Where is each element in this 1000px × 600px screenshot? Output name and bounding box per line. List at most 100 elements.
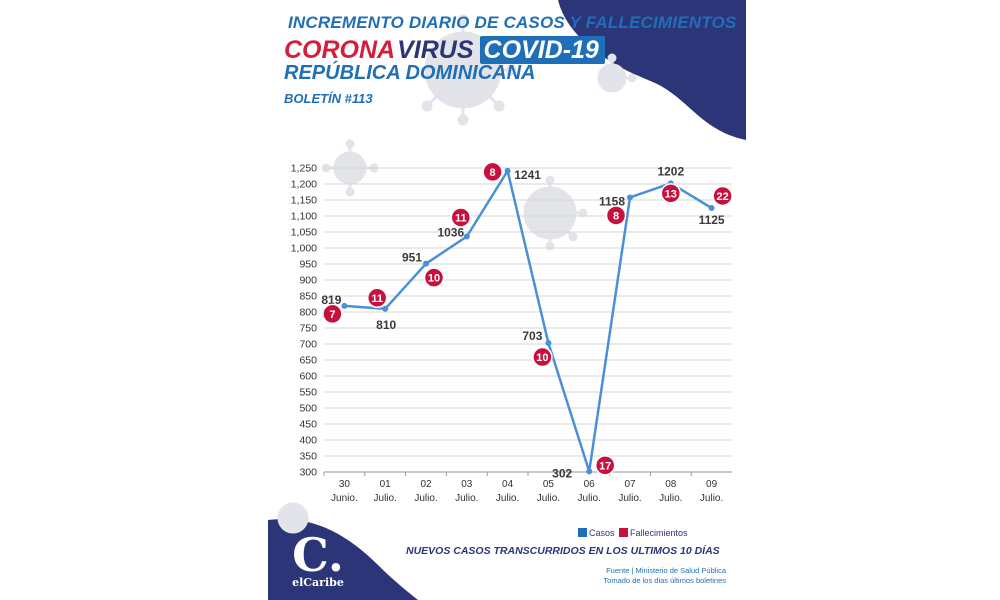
fallecimientos-data-label: 11 <box>371 293 383 305</box>
y-tick-label: 1,150 <box>291 195 317 207</box>
header-title: INCREMENTO DIARIO DE CASOS Y FALLECIMIEN… <box>288 13 737 32</box>
casos-point <box>504 167 511 174</box>
y-tick-label: 650 <box>299 355 317 367</box>
casos-data-label: 1036 <box>437 225 464 239</box>
fallecimientos-data-label: 7 <box>329 309 335 321</box>
x-tick-month: Julio. <box>700 493 723 504</box>
x-tick-month: Julio. <box>414 493 437 504</box>
x-tick-month: Julio. <box>578 493 601 504</box>
line-chart: 1,250 1,200 1,150 1,100 1,050 1,000 950 900 850 8… <box>291 161 733 504</box>
y-tick-label: 800 <box>299 307 317 319</box>
legend-swatch-casos <box>578 528 587 537</box>
source-text: Fuente | Ministerio de Salud Pública <box>606 566 726 575</box>
y-tick-label: 300 <box>299 467 317 479</box>
x-tick-day: 05 <box>543 479 555 490</box>
legend-label-fallecimientos: Fallecimientos <box>630 528 688 538</box>
fallecimientos-badge <box>423 267 445 288</box>
y-tick-label: 450 <box>299 419 317 431</box>
y-tick-label: 550 <box>299 387 317 399</box>
fallecimientos-badge <box>605 205 627 226</box>
chart-subtitle: NUEVOS CASOS TRANSCURRIDOS EN LOS ULTIMO… <box>406 545 720 557</box>
y-tick-label: 1,200 <box>291 179 317 191</box>
x-tick-day: 07 <box>624 479 636 490</box>
casos-point <box>545 340 552 347</box>
x-tick-day: 02 <box>420 479 432 490</box>
logo-name: elCaribe <box>292 576 344 589</box>
casos-data-label: 1158 <box>599 194 625 208</box>
fallecimientos-data-label: 11 <box>455 212 467 224</box>
x-tick-month: Junio. <box>331 493 358 504</box>
fallecimientos-data-label: 22 <box>716 191 728 203</box>
fallecimientos-badge <box>322 303 343 325</box>
casos-point <box>341 302 348 309</box>
fallecimientos-data-label: 8 <box>613 210 619 222</box>
x-tick-month: Julio. <box>496 493 519 504</box>
header-brand: CORONAVIRUS COVID-19 <box>284 36 605 65</box>
casos-point <box>382 305 389 312</box>
brand-covid-badge: COVID-19 <box>479 36 605 64</box>
fallecimientos-data-label: 17 <box>599 460 611 472</box>
x-tick-day: 01 <box>380 479 392 490</box>
x-tick-day: 09 <box>706 479 718 490</box>
fallecimientos-badge <box>450 207 472 228</box>
fallecimientos-badge <box>482 161 503 183</box>
y-tick-label: 1,250 <box>291 163 317 175</box>
fallecimientos-data-label: 10 <box>428 273 440 285</box>
fallecimientos-badge <box>532 346 553 368</box>
x-tick-month: Julio. <box>537 493 560 504</box>
casos-data-label: 703 <box>522 329 542 343</box>
fallecimientos-badge <box>660 183 682 204</box>
legend-item-casos: Casos <box>578 528 615 538</box>
logo-letter: C. <box>292 528 344 582</box>
x-tick-day: 30 <box>339 479 351 490</box>
bulletin-number: BOLETÍN #113 <box>284 91 373 106</box>
casos-point <box>708 205 715 211</box>
x-tick-day: 06 <box>584 479 596 490</box>
casos-point <box>627 194 633 201</box>
casos-point <box>586 468 593 475</box>
y-tick-label: 850 <box>299 291 317 303</box>
casos-data-label: 302 <box>552 466 572 480</box>
casos-series-line <box>344 169 713 473</box>
casos-point <box>463 233 470 240</box>
y-tick-label: 400 <box>299 435 317 447</box>
casos-data-label: 1241 <box>514 168 541 182</box>
infographic-poster: INCREMENTO DIARIO DE CASOS Y FALLECIMIEN… <box>268 0 746 600</box>
y-tick-label: 1,000 <box>291 243 317 255</box>
casos-point <box>423 260 429 267</box>
fallecimientos-data-label: 10 <box>536 352 548 364</box>
x-tick-month: Julio. <box>618 493 641 504</box>
y-tick-label: 500 <box>299 403 317 415</box>
source-note: Tomado de los dias últimos boletines <box>603 576 726 585</box>
legend-label-casos: Casos <box>589 528 615 538</box>
brand-corona: CORONA <box>284 36 396 64</box>
fallecimientos-badge <box>594 455 616 476</box>
fallecimientos-badge <box>366 287 388 309</box>
casos-data-label: 819 <box>321 293 341 307</box>
y-tick-label: 600 <box>299 371 317 383</box>
header-country: REPÚBLICA DOMINICANA <box>284 62 536 84</box>
y-tick-label: 1,100 <box>291 211 317 223</box>
x-tick-day: 08 <box>665 479 677 490</box>
y-tick-label: 750 <box>299 323 317 335</box>
x-tick-month: Julio. <box>659 493 682 504</box>
fallecimientos-data-label: 8 <box>490 167 496 179</box>
casos-data-label: 1202 <box>657 164 684 178</box>
y-tick-label: 350 <box>299 451 317 463</box>
brand-virus: VIRUS <box>397 36 474 64</box>
fallecimientos-badge <box>712 185 733 207</box>
x-tick-day: 03 <box>461 479 473 490</box>
fallecimientos-data-label: 13 <box>665 188 677 200</box>
y-tick-label: 950 <box>299 259 317 271</box>
legend-swatch-fallecimientos <box>619 528 628 537</box>
y-tick-label: 1,050 <box>291 227 317 239</box>
elcaribe-logo: C. elCaribe <box>290 532 346 594</box>
x-tick-day: 04 <box>502 479 514 490</box>
casos-data-label: 810 <box>376 318 396 332</box>
x-tick-month: Julio. <box>374 493 397 504</box>
top-wave-shape <box>558 0 746 140</box>
legend-item-fallecimientos: Fallecimientos <box>619 528 688 538</box>
casos-data-label: 1125 <box>699 213 725 227</box>
y-tick-label: 900 <box>299 275 317 287</box>
casos-data-label: 951 <box>402 251 422 265</box>
